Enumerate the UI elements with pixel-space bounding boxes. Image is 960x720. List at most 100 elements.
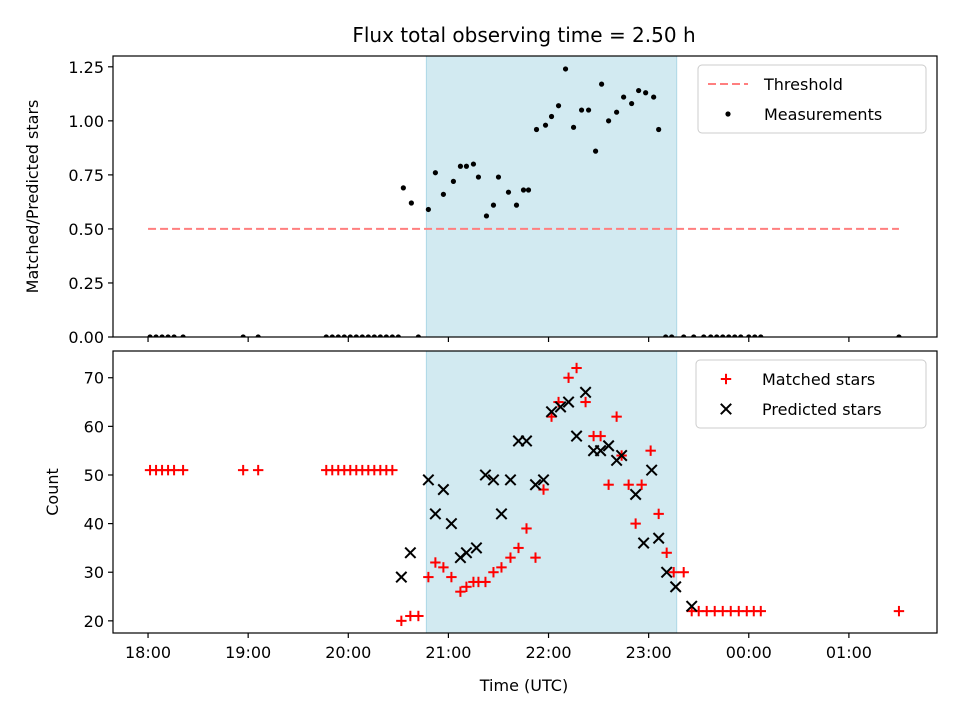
matched-star-point (678, 567, 689, 578)
measurement-point (341, 334, 347, 337)
measurement-point (606, 118, 612, 124)
y-tick-label: 0.75 (68, 166, 104, 185)
measurement-point (463, 163, 470, 169)
series-layer (144, 362, 905, 627)
predicted-star-point (685, 600, 698, 613)
ratio-panel: 0.00 0.25 0.50 0.75 1.00 1.25 Matched/Predicte… (23, 55, 938, 347)
measurement-point (542, 122, 549, 128)
matched-star-point (430, 557, 441, 568)
measurement-point (495, 174, 502, 180)
predicted-star-point (422, 473, 435, 486)
legend-label: Measurements (764, 105, 882, 124)
measurement-point (643, 90, 649, 96)
measurement-point (353, 334, 359, 337)
predicted-star-point (487, 473, 500, 486)
x-tick-label: 23:00 (626, 643, 672, 662)
legend: Threshold Measurements (697, 64, 927, 134)
measurement-point (171, 334, 177, 337)
measurement-point (440, 191, 447, 197)
predicted-star-point-b (404, 546, 417, 559)
measurement-point (408, 200, 414, 206)
legend-swatch (725, 111, 731, 117)
matched-star-point (413, 610, 424, 622)
measurement-point (738, 334, 744, 337)
legend-label: Threshold (763, 75, 843, 94)
measurement-point (329, 334, 335, 337)
measurement-point (669, 334, 675, 337)
matched-star-point (645, 445, 656, 456)
measurement-point (147, 334, 153, 337)
measurement-point (371, 334, 377, 337)
measurement-point (432, 170, 438, 176)
measurement-point (752, 334, 758, 337)
y-tick-label: 60 (84, 417, 104, 436)
predicted-star-point (637, 537, 650, 549)
y-tick-label: 30 (84, 563, 104, 582)
measurement-point (555, 103, 562, 109)
matched-star-point (387, 464, 398, 476)
predicted-star-point (629, 488, 642, 501)
x-tick-label: 18:00 (125, 643, 171, 662)
measurement-point (758, 334, 764, 337)
measurement-point (570, 124, 577, 130)
predicted-star-point-b (594, 444, 607, 457)
matched-star-point (168, 464, 180, 476)
predicted-star-point-b (495, 507, 508, 520)
measurement-point (513, 202, 520, 208)
x-tick-label: 00:00 (726, 643, 772, 662)
matched-star-point (480, 576, 491, 588)
measurement-point (505, 189, 512, 195)
measurement-point (415, 334, 421, 337)
legend-label: Predicted stars (762, 400, 882, 419)
matched-star-point (563, 372, 574, 383)
measurement-point (255, 334, 261, 337)
y-axis-label: Matched/Predicted stars (23, 100, 42, 294)
measurement-point (720, 334, 726, 337)
predicted-star-point-b (579, 386, 592, 399)
matched-star-point (496, 562, 507, 573)
matched-star-point (530, 552, 541, 563)
predicted-star-point (645, 464, 658, 477)
measurement-point (153, 334, 159, 337)
legend-label: Matched stars (762, 370, 875, 389)
observing-window-span (425, 55, 678, 338)
predicted-star-point (545, 405, 558, 418)
measurement-point (525, 187, 532, 193)
measurement-point (395, 334, 401, 337)
measurement-point (746, 334, 752, 337)
predicted-star-point (579, 386, 592, 399)
x-tick-label: 22:00 (525, 643, 571, 662)
measurement-point (483, 213, 490, 219)
matched-star-point (438, 562, 449, 573)
measurement-point (323, 334, 329, 337)
measurement-point (490, 202, 497, 208)
x-tick-label: 01:00 (826, 643, 872, 662)
measurement-point (585, 107, 592, 113)
measurement-point (663, 334, 669, 337)
measurement-point (621, 94, 627, 100)
predicted-star-point (529, 478, 542, 491)
matched-star-point (653, 508, 664, 520)
predicted-star-point (615, 449, 628, 462)
count-panel: 20 30 40 50 60 70 18:00 19:00 20:00 21:00 22:00 23:… (43, 350, 938, 662)
predicted-star-point-b (487, 473, 500, 486)
predicted-star-point-b (437, 483, 450, 496)
predicted-star-point (395, 571, 408, 583)
predicted-star-point-b (645, 464, 658, 477)
matched-star-point (580, 396, 591, 408)
measurement-point (691, 334, 697, 337)
matched-star-point (668, 567, 679, 578)
x-tick-label: 21:00 (425, 643, 471, 662)
predicted-star-point (460, 546, 473, 559)
matched-star-point (505, 552, 516, 563)
predicted-star-point-b (520, 435, 533, 447)
measurement-point (450, 178, 457, 184)
predicted-star-point (537, 473, 550, 486)
measurement-point (240, 334, 246, 337)
predicted-star-point-b (602, 439, 615, 452)
series-layer (147, 66, 902, 337)
matched-star-point (636, 479, 647, 490)
predicted-star-point-b (545, 405, 558, 418)
measurement-point (400, 185, 406, 191)
predicted-star-point (495, 507, 508, 520)
